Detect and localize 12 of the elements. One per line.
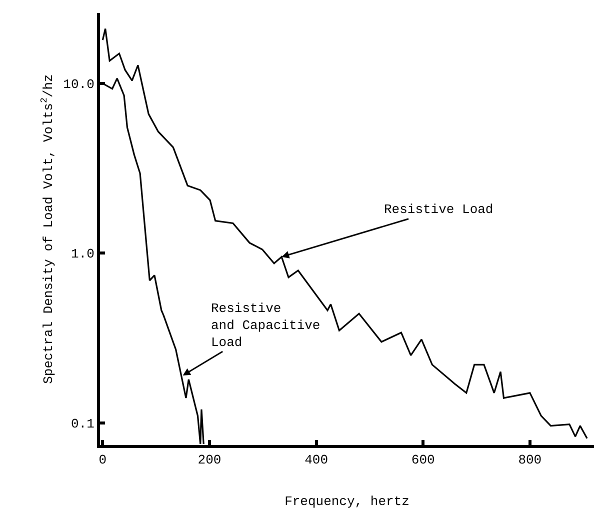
line-series [102,28,588,440]
x-axis-title: Frequency, hertz [284,494,410,510]
x-tick-label: 0 [98,452,107,468]
y-tick-label: 10.0 [63,76,94,92]
annotation: Resistive Load [384,202,494,217]
x-tick-label: 400 [304,452,328,468]
y-tick-label: 0.1 [70,416,95,432]
x-tick-label: 600 [411,452,435,468]
x-tick-label: 800 [518,452,542,468]
annotation: Resistive and Capacitive Load [211,301,320,350]
x-tick-label: 200 [198,452,222,468]
y-tick-label: 1.0 [70,246,94,262]
